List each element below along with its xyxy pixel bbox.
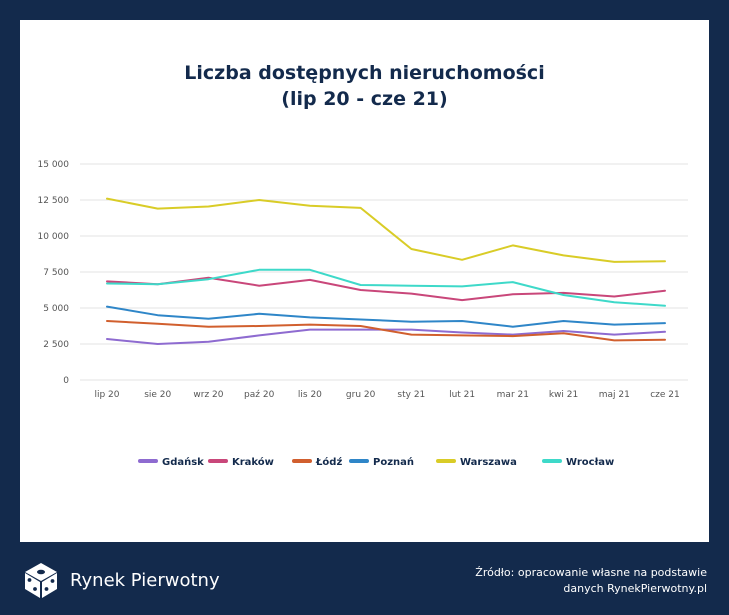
brand-logo-group: Rynek Pierwotny — [22, 560, 220, 600]
x-tick-label: sie 20 — [144, 390, 171, 400]
source-note: Źródło: opracowanie własne na podstawie … — [407, 565, 707, 597]
legend-item: Łódź — [292, 456, 342, 468]
legend-item: Gdańsk — [138, 456, 204, 468]
y-tick-label: 10 000 — [38, 232, 70, 242]
grid-lines — [80, 163, 688, 381]
x-tick-label: kwi 21 — [549, 390, 578, 400]
y-tick-label: 0 — [63, 376, 69, 386]
series-line-warszawa — [106, 197, 666, 263]
legend-label: Poznań — [373, 456, 414, 468]
legend-label: Wrocław — [566, 457, 614, 468]
y-tick-label: 12 500 — [38, 196, 70, 206]
line-chart: 0 2 500 5 000 7 500 10 000 12 500 15 000 lip 2… — [38, 160, 688, 468]
legend-label: Łódź — [315, 456, 342, 468]
series-line-gdańsk — [106, 328, 666, 345]
y-axis-ticks: 0 2 500 5 000 7 500 10 000 12 500 15 000 — [38, 160, 70, 386]
legend-item: Poznań — [349, 456, 414, 468]
x-tick-label: gru 20 — [346, 390, 376, 400]
legend-label: Kraków — [232, 456, 274, 468]
x-tick-label: paź 20 — [244, 390, 275, 400]
series-line-wrocław — [106, 268, 666, 307]
legend-item: Wrocław — [542, 457, 614, 468]
x-tick-label: maj 21 — [599, 390, 630, 400]
dice-logo-icon — [25, 563, 57, 598]
x-tick-label: lut 21 — [449, 390, 475, 400]
legend-label: Gdańsk — [162, 456, 204, 468]
legend-swatch — [436, 459, 456, 463]
x-axis-ticks: lip 20 sie 20 wrz 20 paź 20 lis 20 gru 20 sty … — [94, 390, 679, 400]
source-line1: Źródło: opracowanie własne na podstawie — [475, 566, 707, 579]
x-tick-label: mar 21 — [497, 390, 529, 400]
series-line-kraków — [106, 276, 666, 302]
series-line-poznań — [106, 305, 666, 328]
series-line-łódź — [106, 320, 666, 342]
chart-title-line1: Liczba dostępnych nieruchomości — [184, 62, 545, 84]
legend-item: Kraków — [208, 456, 274, 468]
y-tick-label: 2 500 — [43, 340, 69, 350]
legend-swatch — [292, 459, 312, 463]
y-tick-label: 7 500 — [43, 268, 69, 278]
legend-swatch — [349, 459, 369, 463]
source-line2: danych RynekPierwotny.pl — [563, 582, 707, 595]
legend: Gdańsk Kraków Łódź Poznań Warszawa Wrocław — [138, 456, 614, 468]
series-lines — [106, 197, 666, 345]
x-tick-label: cze 21 — [650, 390, 680, 400]
x-tick-label: lip 20 — [94, 390, 119, 400]
brand-name: Rynek Pierwotny — [70, 569, 220, 591]
legend-swatch — [542, 459, 562, 463]
x-tick-label: wrz 20 — [193, 390, 223, 400]
chart-title-line2: (lip 20 - cze 21) — [281, 88, 448, 110]
chart-card: Liczba dostępnych nieruchomości (lip 20 … — [20, 20, 709, 542]
y-tick-label: 5 000 — [43, 304, 69, 314]
x-tick-label: sty 21 — [397, 390, 425, 400]
y-tick-label: 15 000 — [38, 160, 70, 170]
legend-item: Warszawa — [436, 457, 517, 468]
legend-swatch — [138, 459, 158, 463]
x-tick-label: lis 20 — [298, 390, 322, 400]
legend-swatch — [208, 459, 228, 463]
chart-title: Liczba dostępnych nieruchomości (lip 20 … — [20, 60, 709, 112]
legend-label: Warszawa — [460, 457, 517, 468]
